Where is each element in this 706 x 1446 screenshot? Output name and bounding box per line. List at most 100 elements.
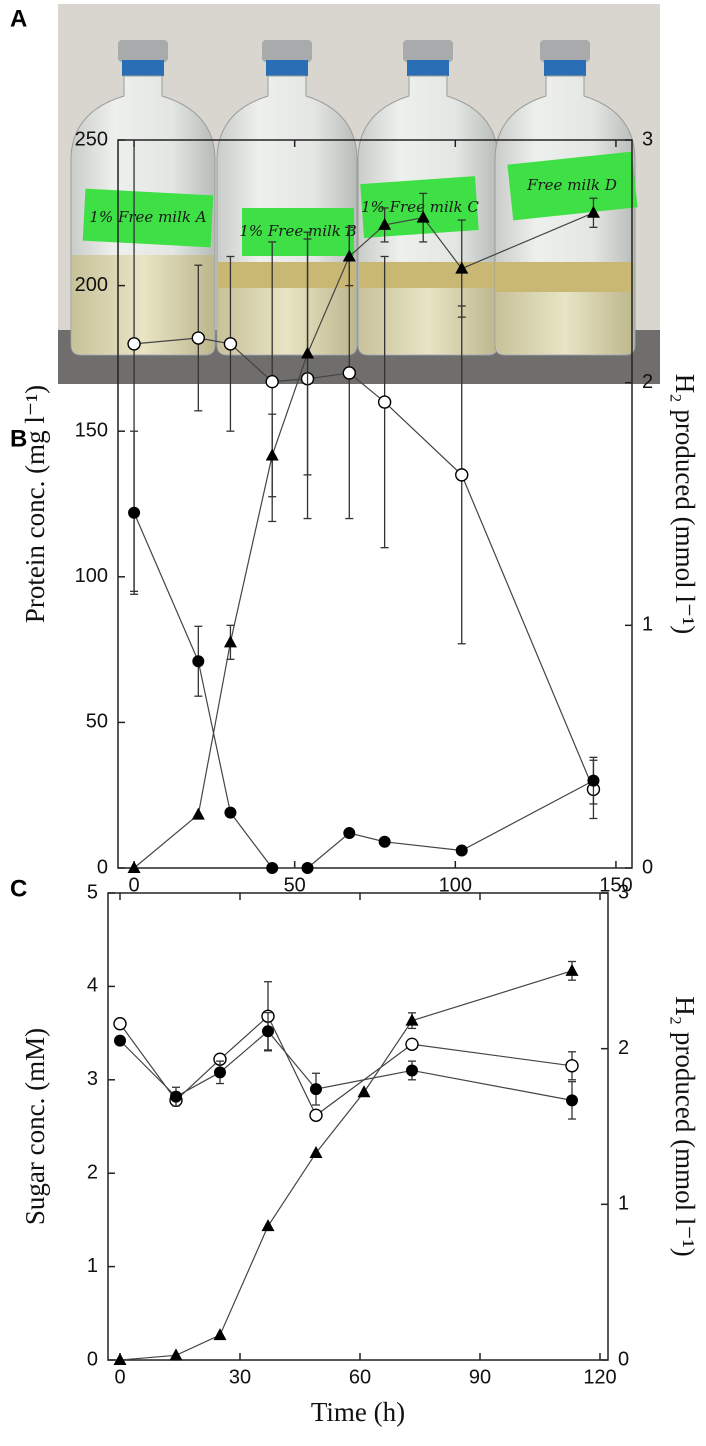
marker <box>565 963 579 976</box>
marker <box>265 374 279 389</box>
marker <box>377 395 392 409</box>
marker <box>261 1219 275 1232</box>
marker <box>586 205 600 218</box>
series <box>113 981 579 1122</box>
x-tick-label: 50 <box>284 874 306 896</box>
x-tick-label: 0 <box>114 1366 125 1388</box>
y-axis-label: Protein conc. (mg l⁻¹) <box>20 385 50 623</box>
y-tick-label: 50 <box>86 711 108 733</box>
series-line <box>134 337 595 790</box>
marker <box>265 448 279 461</box>
marker <box>565 1059 579 1073</box>
y-tick-label: 0 <box>97 856 108 878</box>
marker <box>378 835 391 848</box>
x-tick-label: 120 <box>583 1366 616 1388</box>
marker <box>191 807 205 820</box>
x-tick-label: 60 <box>349 1366 371 1388</box>
marker <box>357 1085 371 1098</box>
marker <box>310 1083 322 1096</box>
marker <box>262 1025 274 1038</box>
photo: 1% Free milk A 1% Free milk B 1% Free mi… <box>58 4 660 384</box>
marker <box>192 655 205 668</box>
x-tick-label: 0 <box>129 874 140 896</box>
marker <box>223 337 238 351</box>
x-tick-label: 100 <box>439 874 472 896</box>
y-tick-label: 150 <box>75 419 108 441</box>
marker <box>191 331 206 345</box>
bottle-label: 1% Free milk C <box>361 198 479 216</box>
marker <box>114 1034 126 1047</box>
series <box>127 192 600 873</box>
marker <box>127 861 141 873</box>
y-tick-label: 2 <box>87 1161 98 1183</box>
marker <box>113 1017 127 1031</box>
marker <box>113 1353 127 1365</box>
marker <box>342 366 356 380</box>
marker <box>455 468 469 482</box>
marker <box>309 1108 323 1122</box>
bottle-label: 1% Free milk B <box>239 222 356 240</box>
y2-tick-label: 3 <box>618 881 629 903</box>
y2-tick-label: 2 <box>618 1037 629 1059</box>
y2-axis-label: H₂ produced (mmol l⁻¹) <box>670 996 700 1256</box>
marker <box>214 1066 226 1079</box>
series-line <box>133 512 594 869</box>
series-line <box>119 1015 573 1117</box>
bottle: Free milk D <box>494 40 638 356</box>
y-tick-label: 1 <box>87 1255 98 1277</box>
x-tick-label: 150 <box>599 874 632 896</box>
y-axis-label: Sugar conc. (mM) <box>20 1028 50 1225</box>
marker <box>266 862 279 874</box>
y2-tick-label: 1 <box>642 614 653 636</box>
series-line <box>119 970 573 1361</box>
bottle-label: Free milk D <box>526 176 617 194</box>
y2-tick-label: 0 <box>642 856 653 878</box>
marker <box>224 806 237 819</box>
y-tick-label: 250 <box>75 128 108 150</box>
y2-axis-label: H₂ produced (mmol l⁻¹) <box>670 374 700 634</box>
plot-frame <box>107 892 609 1361</box>
series <box>114 1011 578 1120</box>
panel-label: C <box>10 875 27 902</box>
y-tick-label: 100 <box>75 565 108 587</box>
marker <box>170 1090 182 1103</box>
marker <box>128 506 141 519</box>
y-tick-label: 4 <box>87 975 98 997</box>
y-tick-label: 3 <box>87 1068 98 1090</box>
bottle: 1% Free milk C <box>357 40 499 356</box>
bottle-label: 1% Free milk A <box>89 208 206 226</box>
bottle: 1% Free milk B <box>216 40 358 356</box>
panel-label: A <box>10 5 27 32</box>
marker <box>213 1328 227 1341</box>
marker <box>301 862 314 874</box>
series-line <box>119 1030 573 1101</box>
y2-tick-label: 0 <box>618 1348 629 1370</box>
marker <box>566 1094 578 1107</box>
marker <box>223 635 237 648</box>
y-tick-label: 0 <box>87 1348 98 1370</box>
marker <box>416 210 430 223</box>
y-tick-label: 200 <box>75 274 108 296</box>
x-tick-label: 90 <box>469 1366 491 1388</box>
series-line <box>133 212 594 869</box>
chart: 0 50 100 150 0 50 100 150 200 250 0 1 2 3 Protein conc… <box>20 128 700 896</box>
marker <box>455 844 468 857</box>
marker <box>405 1013 419 1026</box>
marker <box>342 249 356 262</box>
marker <box>309 1145 323 1158</box>
y2-tick-label: 1 <box>618 1193 629 1215</box>
x-tick-label: 30 <box>229 1366 251 1388</box>
y2-tick-label: 2 <box>642 371 653 393</box>
marker <box>169 1348 183 1361</box>
marker <box>587 774 600 787</box>
marker <box>127 337 141 351</box>
panel-label: B <box>10 425 27 452</box>
marker <box>343 827 356 840</box>
y2-tick-label: 3 <box>642 128 653 150</box>
marker <box>406 1064 418 1077</box>
series <box>128 430 600 874</box>
plot-frame <box>117 139 633 869</box>
